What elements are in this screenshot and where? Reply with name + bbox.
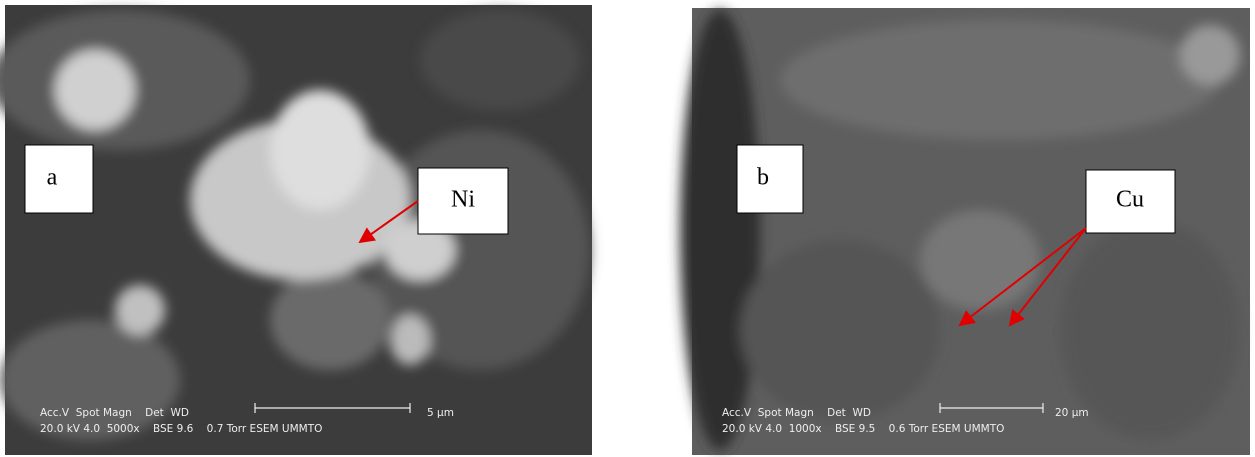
element-label: Cu xyxy=(1116,187,1144,213)
scale-text: 5 µm xyxy=(427,407,454,419)
scale-text: 20 µm xyxy=(1055,407,1089,419)
micrograph-b: b Cu Acc.V Spot Magn Det WD 20.0 kV 4.0 … xyxy=(680,8,1250,455)
panel-label: a xyxy=(47,165,58,191)
info-bottom: 20.0 kV 4.0 1000x BSE 9.5 0.6 Torr ESEM … xyxy=(722,423,1004,435)
figure: a Ni Acc.V Spot Magn Det WD 20.0 kV 4.0 … xyxy=(0,0,1255,457)
info-top: Acc.V Spot Magn Det WD xyxy=(40,407,189,419)
info-top: Acc.V Spot Magn Det WD xyxy=(722,407,871,419)
element-label: Ni xyxy=(451,187,475,213)
micrograph-a: a Ni Acc.V Spot Magn Det WD 20.0 kV 4.0 … xyxy=(0,5,592,455)
info-bottom: 20.0 kV 4.0 5000x BSE 9.6 0.7 Torr ESEM … xyxy=(40,423,322,435)
panel-label: b xyxy=(757,165,769,191)
